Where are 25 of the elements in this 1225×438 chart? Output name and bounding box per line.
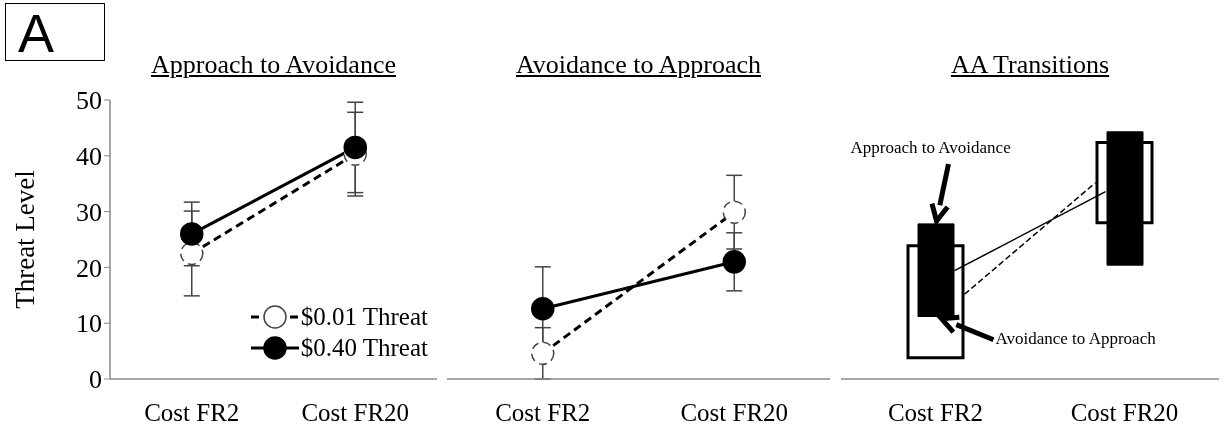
x-tick-label: Cost FR20 — [1070, 398, 1179, 426]
y-tick-label: 20 — [76, 253, 102, 283]
point — [531, 296, 555, 321]
x-tick-label: Cost FR20 — [680, 398, 789, 426]
annotation: Approach to Avoidance — [850, 138, 1011, 158]
point — [722, 250, 746, 274]
y-tick-label: 40 — [76, 142, 102, 172]
y-axis-title: Threat Level — [10, 170, 40, 309]
x-tick-label: Cost FR2 — [144, 398, 240, 426]
y-tick-label: 0 — [89, 365, 102, 395]
x-tick-label: Cost FR2 — [495, 398, 591, 426]
chart-title: Approach to Avoidance — [150, 50, 397, 80]
y-tick-label: 50 — [76, 86, 102, 116]
text: A — [5, 3, 105, 63]
y-tick-label: 10 — [76, 309, 102, 339]
chart-title: Avoidance to Approach — [515, 50, 762, 80]
chart-title: AA Transitions — [949, 50, 1111, 80]
point — [343, 135, 367, 160]
y-tick-label: 30 — [76, 197, 102, 227]
annotation: Avoidance to Approach — [995, 328, 1156, 349]
legend-label: $0.40 Threat — [300, 333, 428, 362]
x-tick-label: Cost FR2 — [887, 398, 984, 426]
legend-label: $0.01 Threat — [300, 302, 428, 331]
x-tick-label: Cost FR20 — [301, 398, 410, 426]
point — [180, 222, 204, 246]
